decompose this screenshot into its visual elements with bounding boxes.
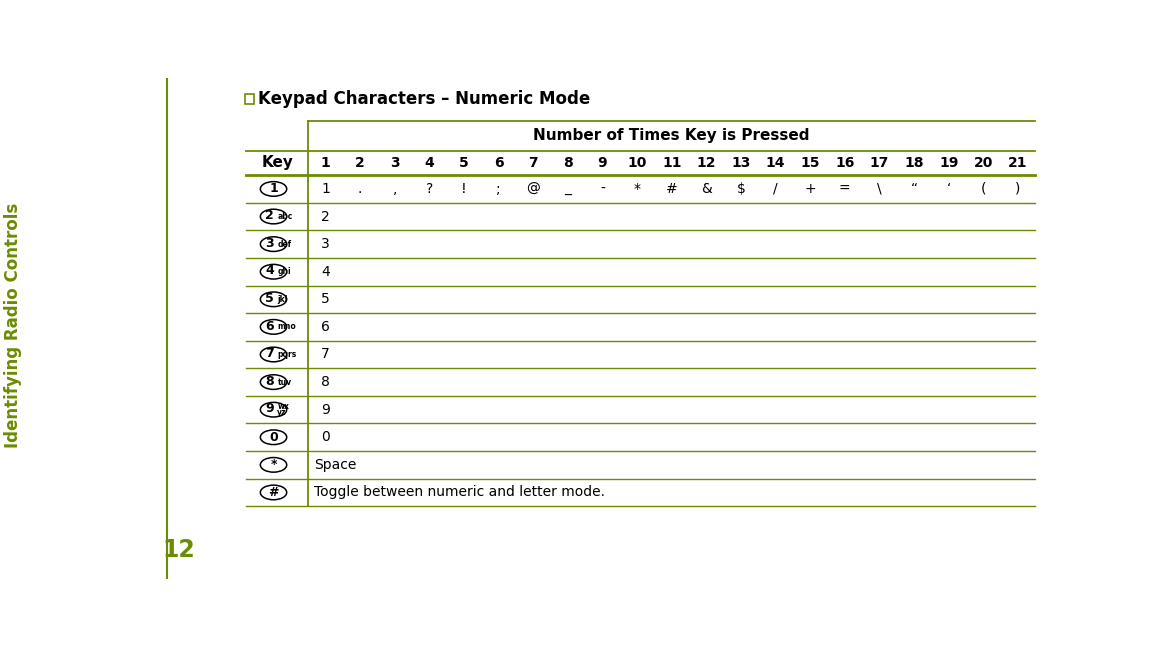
Text: #: # [268,486,279,499]
Text: 17: 17 [870,156,889,170]
Text: *: * [270,458,277,471]
Text: 9: 9 [321,403,331,417]
Text: ‘: ‘ [946,182,951,196]
Ellipse shape [261,237,286,251]
Text: 16: 16 [835,156,854,170]
Text: 3: 3 [390,156,399,170]
Text: 3: 3 [265,237,274,250]
Text: .: . [359,182,362,196]
Text: 1: 1 [321,156,331,170]
Text: 4: 4 [321,265,329,279]
Text: 2: 2 [265,209,274,222]
Text: Toggle between numeric and letter mode.: Toggle between numeric and letter mode. [314,486,605,499]
Text: Keypad Characters – Numeric Mode: Keypad Characters – Numeric Mode [258,90,590,108]
Text: 12: 12 [696,156,716,170]
Text: ): ) [1015,182,1021,196]
Text: /: / [773,182,778,196]
Text: 8: 8 [563,156,573,170]
Text: ghi: ghi [277,267,291,276]
Text: +: + [804,182,816,196]
Ellipse shape [261,402,286,417]
Text: 21: 21 [1008,156,1028,170]
Text: pqrs: pqrs [277,350,297,359]
Text: 6: 6 [265,320,274,333]
Text: mno: mno [277,322,296,331]
Text: 10: 10 [627,156,647,170]
Text: -: - [601,182,605,196]
Text: 9: 9 [265,402,274,415]
Text: 5: 5 [321,292,329,307]
Ellipse shape [261,347,286,362]
Text: 18: 18 [904,156,924,170]
Ellipse shape [261,485,286,500]
Text: Identifying Radio Controls: Identifying Radio Controls [3,203,22,448]
Ellipse shape [261,182,286,196]
Text: 6: 6 [321,320,331,334]
Text: Space: Space [314,458,357,472]
Ellipse shape [261,430,286,445]
Text: 0: 0 [269,431,278,444]
Text: tuv: tuv [277,378,291,387]
Text: (: ( [980,182,986,196]
Text: 9: 9 [597,156,608,170]
Text: 5: 5 [459,156,469,170]
Text: 1: 1 [321,182,331,196]
Ellipse shape [261,320,286,334]
Text: 7: 7 [265,347,274,360]
FancyBboxPatch shape [244,94,254,104]
Text: 11: 11 [662,156,681,170]
Text: &: & [701,182,711,196]
Text: ;: ; [496,182,501,196]
Text: #: # [666,182,677,196]
Text: Key: Key [261,156,293,171]
Text: 7: 7 [528,156,538,170]
Text: ?: ? [426,182,433,196]
Text: 4: 4 [425,156,434,170]
Text: Number of Times Key is Pressed: Number of Times Key is Pressed [533,128,810,143]
Text: 13: 13 [731,156,751,170]
Text: !: ! [461,182,467,196]
Text: 15: 15 [801,156,819,170]
Text: ,: , [392,182,397,196]
Text: =: = [839,182,851,196]
Text: 2: 2 [355,156,365,170]
Text: wx: wx [277,402,290,411]
Text: 20: 20 [973,156,993,170]
Text: 12: 12 [163,538,196,562]
Text: 5: 5 [265,292,274,305]
Ellipse shape [261,458,286,472]
Ellipse shape [261,209,286,224]
Text: 19: 19 [939,156,958,170]
Text: 14: 14 [766,156,786,170]
Text: 4: 4 [265,264,274,277]
Text: 3: 3 [321,237,329,251]
Text: 8: 8 [265,375,274,388]
Text: $: $ [737,182,745,196]
Text: 0: 0 [321,430,329,444]
Text: 2: 2 [321,210,329,223]
Ellipse shape [261,375,286,389]
Text: @: @ [526,182,540,196]
Ellipse shape [261,292,286,307]
Text: 7: 7 [321,348,329,361]
Text: “: “ [910,182,917,196]
Text: *: * [633,182,640,196]
Text: 6: 6 [494,156,504,170]
Text: def: def [277,240,291,249]
Ellipse shape [261,264,286,279]
Text: _: _ [565,182,572,196]
Text: yz: yz [277,408,286,417]
Text: 1: 1 [269,182,278,195]
Text: abc: abc [277,212,293,221]
Text: jkl: jkl [277,295,288,304]
Text: 8: 8 [321,375,331,389]
Text: \: \ [878,182,882,196]
